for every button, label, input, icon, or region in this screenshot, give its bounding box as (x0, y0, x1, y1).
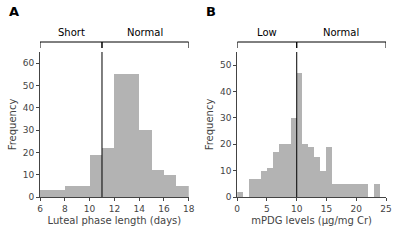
svg-text:12: 12 (109, 204, 120, 214)
svg-text:30: 30 (220, 113, 232, 123)
svg-text:0: 0 (28, 192, 34, 202)
svg-text:10: 10 (291, 204, 303, 214)
svg-text:Short: Short (58, 27, 85, 38)
svg-text:20: 20 (220, 139, 232, 149)
svg-text:15: 15 (321, 204, 332, 214)
svg-text:10: 10 (220, 166, 232, 176)
svg-text:50: 50 (23, 81, 35, 91)
svg-text:B: B (206, 4, 216, 19)
svg-text:Normal: Normal (323, 27, 359, 38)
svg-text:16: 16 (158, 204, 170, 214)
svg-text:A: A (9, 4, 19, 19)
svg-text:Normal: Normal (127, 27, 163, 38)
svg-text:50: 50 (220, 60, 232, 70)
svg-text:60: 60 (23, 58, 35, 68)
svg-text:10: 10 (23, 170, 35, 180)
svg-text:25: 25 (380, 204, 391, 214)
svg-text:Low: Low (257, 27, 277, 38)
svg-text:10: 10 (84, 204, 96, 214)
svg-text:0: 0 (234, 204, 240, 214)
svg-text:20: 20 (23, 148, 35, 158)
svg-text:20: 20 (351, 204, 363, 214)
svg-text:14: 14 (133, 204, 145, 214)
svg-text:18: 18 (183, 204, 195, 214)
svg-text:Frequency: Frequency (204, 99, 215, 151)
svg-text:Frequency: Frequency (7, 99, 18, 151)
svg-text:5: 5 (264, 204, 270, 214)
svg-text:0: 0 (226, 192, 232, 202)
svg-text:40: 40 (220, 87, 232, 97)
svg-text:6: 6 (37, 204, 43, 214)
svg-text:40: 40 (23, 103, 35, 113)
svg-text:30: 30 (23, 125, 35, 135)
svg-text:8: 8 (62, 204, 68, 214)
svg-text:Luteal phase length (days): Luteal phase length (days) (48, 215, 182, 226)
svg-text:mPDG levels (µg/mg Cr): mPDG levels (µg/mg Cr) (251, 215, 372, 226)
